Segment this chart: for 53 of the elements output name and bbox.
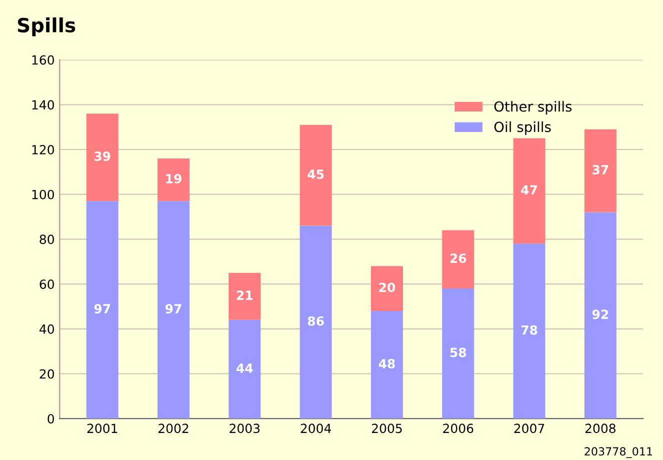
- y-tick-label: 20: [40, 369, 54, 379]
- y-tick-label: 0: [48, 414, 54, 424]
- y-tick-label: 40: [40, 324, 54, 334]
- x-tick-label: 2008: [585, 424, 616, 434]
- bar: [228, 272, 261, 320]
- data-label: 48: [378, 358, 395, 368]
- bar: [300, 226, 332, 419]
- data-label: 26: [450, 254, 466, 264]
- x-tick-label: 2001: [87, 424, 118, 434]
- data-label: 47: [521, 185, 537, 194]
- x-tick-label: 2002: [158, 424, 188, 434]
- bar: [513, 138, 546, 244]
- y-tick-label: 100: [32, 190, 54, 200]
- data-label: 86: [308, 316, 324, 326]
- y-tick-label: 140: [32, 100, 54, 110]
- bar: [513, 244, 546, 419]
- bar: [584, 212, 616, 419]
- bar: [300, 124, 332, 226]
- bar: [370, 266, 403, 311]
- data-label: 21: [236, 290, 252, 300]
- data-label: 92: [592, 310, 608, 320]
- bar: [228, 320, 261, 419]
- data-label: 97: [165, 304, 182, 314]
- data-label: 44: [236, 364, 253, 373]
- x-tick-label: 2003: [230, 424, 260, 434]
- bar: [86, 114, 118, 202]
- data-label: 39: [94, 152, 110, 161]
- x-tick-label: 2006: [443, 424, 474, 434]
- data-label: 20: [379, 282, 396, 292]
- x-tick-label: 2005: [372, 424, 402, 434]
- bar: [370, 310, 403, 419]
- data-label: 45: [308, 170, 324, 179]
- data-label: 19: [166, 174, 182, 184]
- bar: [584, 129, 616, 212]
- x-tick-label: 2004: [300, 424, 332, 434]
- y-tick-label: 120: [32, 144, 54, 154]
- data-label: 78: [521, 325, 538, 335]
- bar: [158, 158, 190, 202]
- text: 203778_011: [584, 447, 652, 458]
- y-tick-label: 60: [40, 280, 54, 289]
- y-tick-label: 160: [32, 55, 54, 65]
- y-tick-label: 80: [40, 234, 54, 244]
- bar: [442, 288, 474, 419]
- bar: [442, 230, 474, 289]
- chart-title: Spills: [18, 17, 76, 36]
- data-label: 97: [94, 304, 110, 314]
- legend-label: Oil spills: [494, 121, 551, 135]
- x-tick-label: 2007: [514, 424, 544, 434]
- data-label: 58: [450, 348, 466, 358]
- legend-label: Other spills: [494, 101, 572, 114]
- bar: [158, 201, 190, 419]
- data-label: 37: [592, 164, 608, 174]
- bar: [86, 201, 118, 419]
